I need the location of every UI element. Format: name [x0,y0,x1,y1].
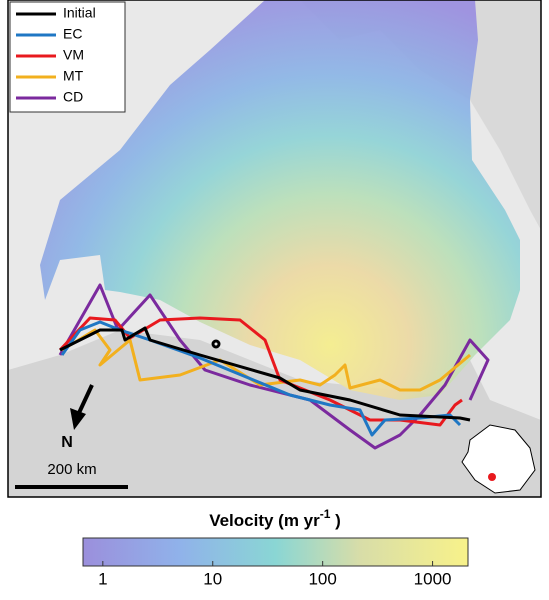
front-line [211,339,221,349]
legend-label: Initial [63,5,96,21]
colorbar-tick-label: 100 [308,569,336,588]
front-line [60,320,462,437]
colorbar-scale [82,537,469,567]
inset-map [461,424,536,494]
map-frame [7,0,542,498]
colorbar-title: Velocity (m yr-1 ) [209,507,341,530]
north-arrow: N [61,384,94,451]
map: N 200 km Initial EC VM MT CD [7,0,542,498]
velocity-field [40,0,520,400]
legend-label: EC [63,26,82,42]
colorbar-tick-label: 1 [98,569,107,588]
legend-label: VM [63,47,84,63]
front-line [59,326,471,422]
legend-label: MT [63,68,84,84]
colorbar-tick-label: 1000 [414,569,452,588]
colorbar: Velocity (m yr-1 ) 1 10 100 1000 [82,507,469,588]
colorbar-tick-label: 10 [203,569,222,588]
front-line [58,283,490,450]
legend: Initial EC VM MT CD [9,1,126,113]
scale-label: 200 km [47,461,96,478]
north-label: N [61,434,73,451]
front-line [61,328,471,392]
mountains [300,0,541,230]
legend-label: CD [63,89,83,105]
scale-bar: 200 km [15,461,128,489]
front-line [58,316,463,427]
